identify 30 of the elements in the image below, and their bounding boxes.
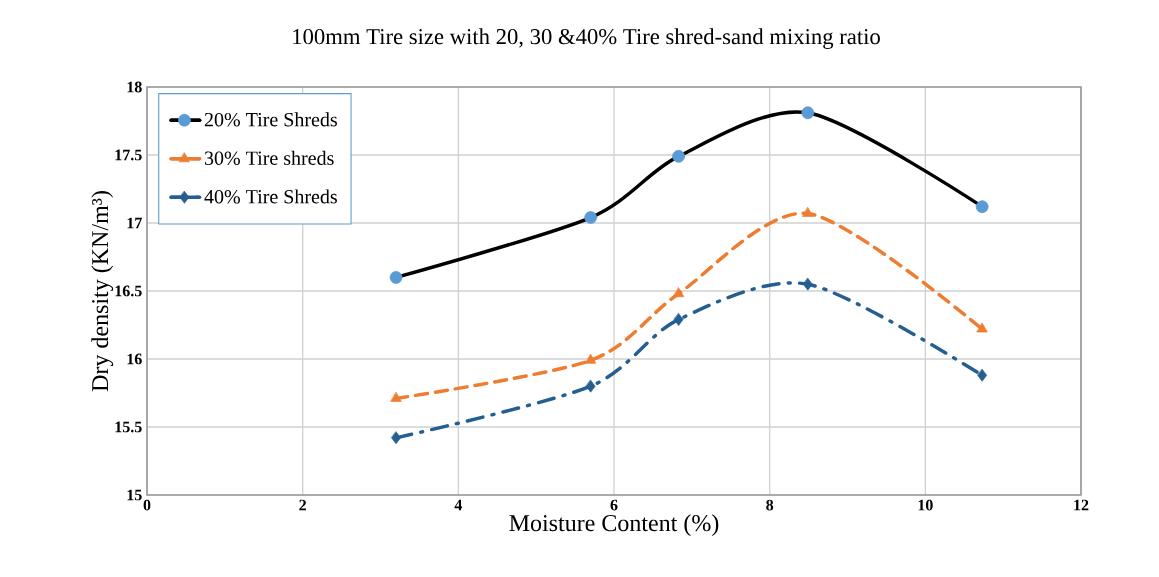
point: [977, 368, 987, 382]
y-tick-label: 18: [127, 81, 142, 93]
x-axis-title: Moisture Content (%): [509, 514, 719, 537]
point: [391, 431, 401, 445]
y-tick-label: 17: [127, 217, 142, 229]
x-tick-label: 10: [918, 499, 933, 511]
y-tick-label: 16: [127, 353, 142, 365]
x-tick-label: 0: [143, 499, 151, 511]
y-tick-label: 15: [127, 489, 142, 501]
y-tick-label: 17.5: [115, 149, 142, 161]
x-tick-label: 12: [1074, 499, 1089, 511]
point: [585, 379, 596, 393]
point: [585, 354, 597, 364]
point: [802, 207, 814, 217]
point: [976, 322, 988, 333]
point: [673, 287, 685, 298]
y-axis-title: Dry density (KN/m³): [91, 191, 114, 392]
legend-label: 30% Tire shreds: [204, 150, 334, 165]
y-tick-label: 16.5: [115, 285, 142, 297]
x-tick-label: 4: [454, 499, 463, 511]
x-tick-label: 6: [610, 499, 618, 511]
chart-title: 100mm Tire size with 20, 30 &40% Tire shred-sand mixing ratio: [293, 28, 880, 49]
point: [673, 313, 684, 326]
x-tick-label: 2: [299, 499, 306, 511]
point: [390, 392, 402, 402]
y-tick-label: 15.5: [115, 421, 142, 433]
legend-label: 40% Tire Shreds: [204, 189, 337, 204]
point: [802, 277, 813, 291]
x-tick-label: 8: [766, 499, 774, 511]
legend-label: 20% Tire Shreds: [204, 112, 337, 127]
